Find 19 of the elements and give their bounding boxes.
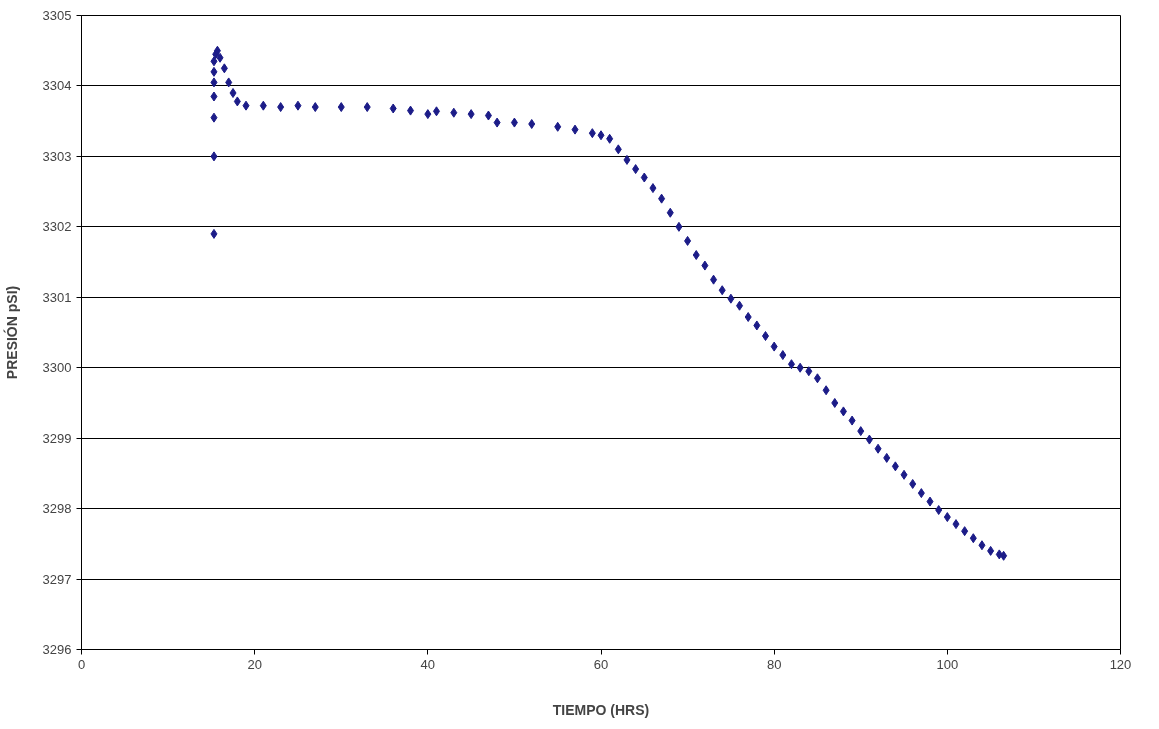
x-tick-label: 20 [247,656,262,672]
x-tick-label: 100 [936,656,959,672]
y-tick-label: 3301 [42,289,72,305]
x-tick-label: 60 [593,656,609,672]
y-tick-label: 3297 [42,571,72,587]
y-tick-label: 3296 [42,642,72,657]
y-tick-label: 3303 [42,148,72,164]
y-tick-label: 3298 [42,501,72,517]
y-axis-title: PRESIÓN pSI) [2,285,20,380]
y-tick-label: 3304 [42,78,72,94]
y-tick-label: 3299 [42,430,72,446]
x-tick-label: 80 [766,656,782,672]
y-tick-label: 3305 [42,8,72,23]
y-tick-label: 3300 [42,360,72,376]
x-tick-label: 40 [420,656,436,672]
x-axis-title: TIEMPO (HRS) [552,701,650,718]
y-tick-label: 3302 [42,219,72,235]
x-tick-label: 0 [77,656,86,672]
x-tick-label: 120 [1109,656,1132,672]
